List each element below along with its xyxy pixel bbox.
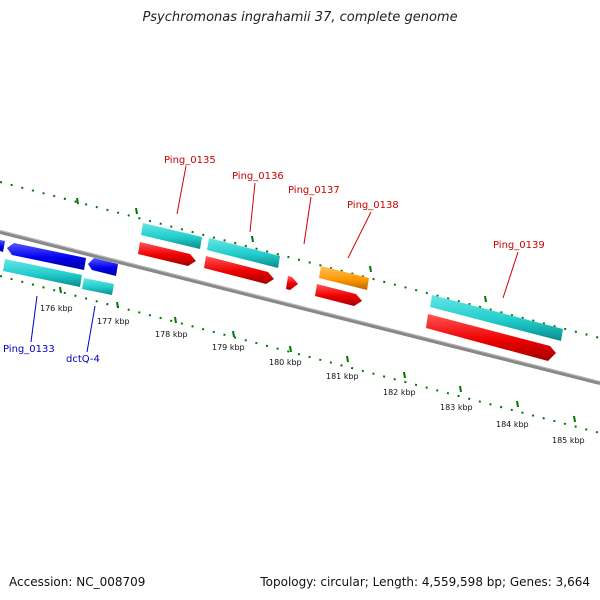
forward-cds-arrow[interactable] [138,242,196,266]
scale-tick-label: 181 kbp [326,372,359,381]
major-ticks [59,197,576,423]
scale-tick-label: 182 kbp [383,388,416,397]
feature-label-ping-0139[interactable]: Ping_0139 [493,240,545,251]
forward-cds-arrow[interactable] [426,314,556,361]
reverse-cds-arrow[interactable] [7,243,86,270]
map-title: Psychromonas ingrahamii 37, complete gen… [142,10,458,25]
label-leaders [30,165,519,353]
scale-tick-label: 176 kbp [40,304,73,313]
scale-tick-label: 183 kbp [440,403,473,412]
reverse-cds-arrow[interactable] [88,258,118,276]
gene-block[interactable] [82,278,114,295]
scale-tick-label: 184 kbp [496,420,529,429]
forward-cds-arrow[interactable] [204,256,274,284]
scale-tick-label: 179 kbp [212,343,245,352]
feature-label-ping-0135[interactable]: Ping_0135 [164,155,216,166]
feature-label-ping-0133[interactable]: Ping_0133 [3,344,55,355]
scale-tick-label: 178 kbp [155,330,188,339]
gene-block[interactable] [430,295,563,341]
forward-cds-arrow[interactable] [315,284,362,306]
reverse-cds-arrow[interactable] [0,240,5,252]
outer-dotted-ring [0,181,600,339]
gene-block[interactable] [3,259,82,287]
feature-label-dctq-4[interactable]: dctQ-4 [66,354,100,365]
genome-summary-text: Topology: circular; Length: 4,559,598 bp… [260,575,590,589]
scale-tick-label: 185 kbp [552,436,585,445]
genome-backbone [0,230,600,385]
forward-cds-arrow[interactable] [286,276,298,290]
gene-block[interactable] [141,223,202,249]
scale-tick-label: 180 kbp [269,358,302,367]
feature-label-ping-0138[interactable]: Ping_0138 [347,200,399,211]
gene-block[interactable] [207,238,280,268]
trna-feature[interactable] [319,266,369,290]
scale-tick-label: 177 kbp [97,317,130,326]
feature-label-ping-0136[interactable]: Ping_0136 [232,171,284,182]
feature-label-ping-0137[interactable]: Ping_0137 [288,185,340,196]
accession-text: Accession: NC_008709 [9,575,146,589]
